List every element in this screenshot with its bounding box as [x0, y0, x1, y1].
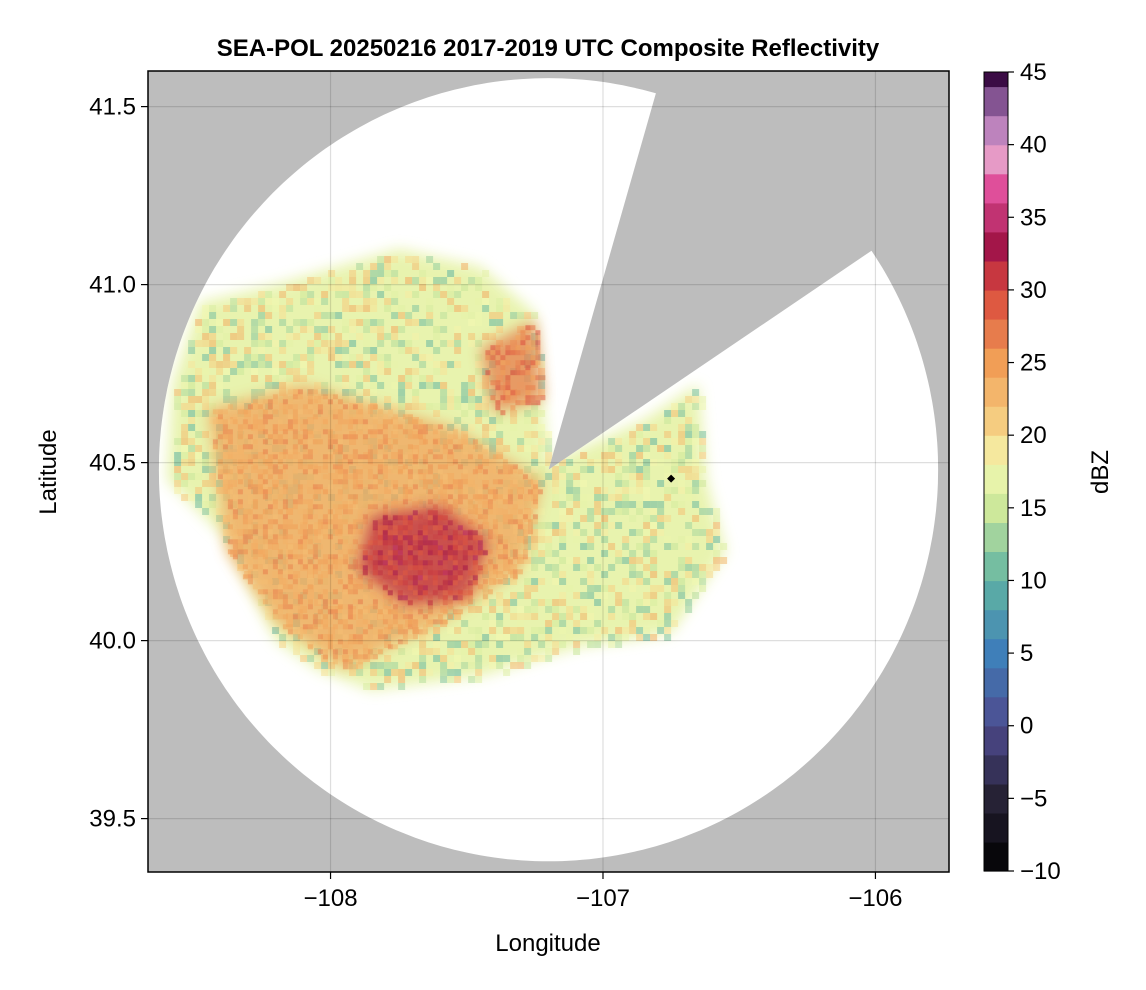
colorbar-cell — [984, 231, 1008, 262]
colorbar-cell — [984, 841, 1008, 872]
x-axis-ticks: −108 −107 −106 — [304, 872, 902, 912]
y-axis-ticks: 39.5 40.0 40.5 41.0 41.5 — [89, 94, 148, 833]
y-tick-label: 41.5 — [89, 94, 136, 121]
colorbar-label: dBZ — [1087, 450, 1114, 494]
colorbar-cell — [984, 522, 1008, 552]
x-axis-label: Longitude — [495, 930, 600, 957]
colorbar-cell — [984, 86, 1008, 117]
colorbar-tick-label: 20 — [1020, 422, 1047, 449]
colorbar-cell — [984, 319, 1008, 349]
colorbar-cell — [984, 115, 1008, 146]
colorbar-cell — [984, 667, 1008, 698]
plot-frame — [147, 70, 950, 873]
colorbar-tick-label: 15 — [1020, 495, 1047, 522]
colorbar-cell — [984, 580, 1008, 611]
colorbar-cell — [984, 377, 1008, 407]
site-marker — [667, 474, 676, 483]
y-tick-label: 41.0 — [89, 272, 136, 299]
colorbar-cell — [984, 725, 1008, 756]
colorbar-tick-label: 35 — [1020, 204, 1047, 231]
colorbar-cell — [984, 493, 1008, 523]
plot-area — [148, 71, 949, 872]
colorbar-cell — [984, 173, 1008, 204]
colorbar-tick-label: 30 — [1020, 277, 1047, 304]
grid-lines — [148, 71, 949, 872]
colorbar-cell — [984, 260, 1008, 291]
colorbar-cell — [984, 435, 1008, 465]
colorbar-tick-label: 5 — [1020, 640, 1033, 667]
y-tick-label: 39.5 — [89, 806, 136, 833]
y-axis-label: Latitude — [35, 429, 62, 514]
colorbar-frame — [983, 71, 1009, 872]
colorbar-cell — [984, 406, 1008, 436]
colorbar-ticks: −10 −5 0 5 10 15 20 25 30 35 40 45 — [1008, 59, 1061, 885]
colorbar: −10 −5 0 5 10 15 20 25 30 35 40 45 dBZ — [983, 59, 1114, 885]
colorbar-cell — [984, 638, 1008, 669]
colorbar-cell — [984, 812, 1008, 843]
y-tick-label: 40.0 — [89, 628, 136, 655]
colorbar-cell — [984, 202, 1008, 233]
colorbar-cell — [984, 348, 1008, 378]
colorbar-cells — [984, 72, 1008, 872]
colorbar-tick-label: 45 — [1020, 59, 1047, 86]
colorbar-tick-label: 0 — [1020, 713, 1033, 740]
x-tick-label: −106 — [848, 885, 902, 912]
colorbar-cell — [984, 754, 1008, 785]
echo-cells — [485, 325, 546, 416]
echo-cells — [362, 510, 488, 606]
colorbar-tick-label: 40 — [1020, 132, 1047, 159]
y-tick-label: 40.5 — [89, 450, 136, 477]
colorbar-cell — [984, 551, 1008, 582]
colorbar-cell — [984, 783, 1008, 814]
colorbar-tick-label: −5 — [1020, 785, 1047, 812]
colorbar-cell — [984, 464, 1008, 494]
chart-title: SEA-POL 20250216 2017-2019 UTC Composite… — [217, 35, 880, 62]
colorbar-cell — [984, 72, 1008, 88]
colorbar-cell — [984, 609, 1008, 640]
reflectivity-echoes — [167, 249, 728, 691]
colorbar-cell — [984, 289, 1008, 320]
colorbar-tick-label: 25 — [1020, 350, 1047, 377]
colorbar-cell — [984, 144, 1008, 175]
colorbar-cell — [984, 696, 1008, 727]
x-tick-label: −108 — [304, 885, 358, 912]
x-tick-label: −107 — [576, 885, 630, 912]
colorbar-tick-label: 10 — [1020, 567, 1047, 594]
colorbar-tick-label: −10 — [1020, 858, 1061, 885]
